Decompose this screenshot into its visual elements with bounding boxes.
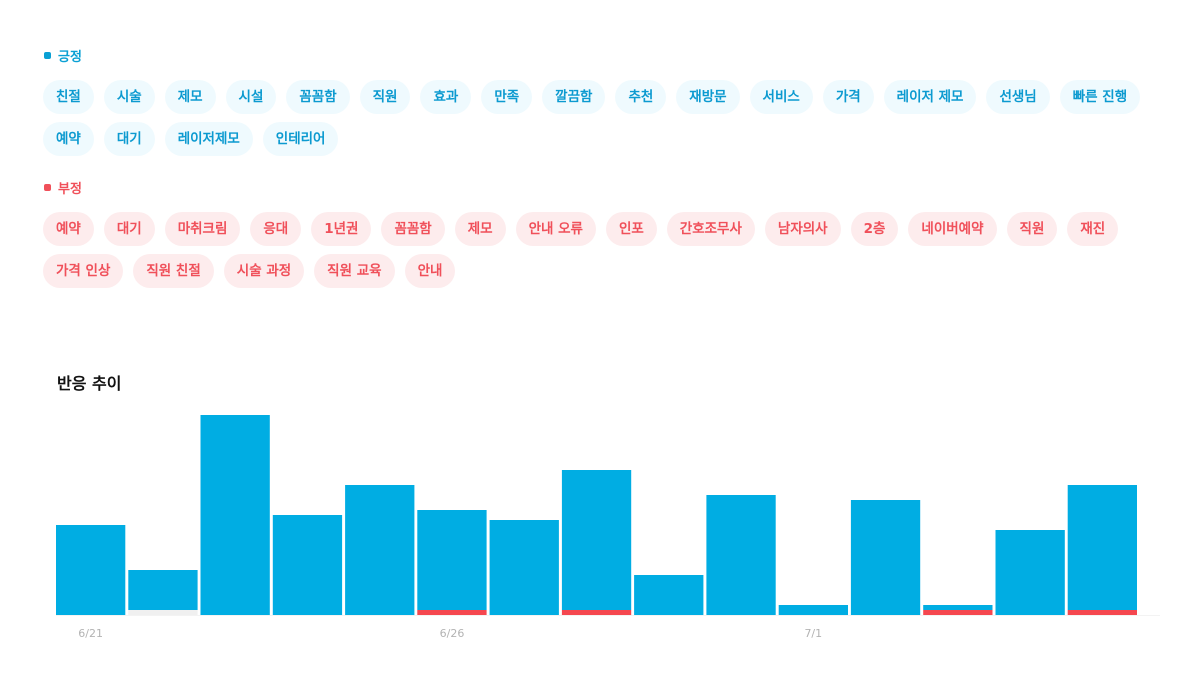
- positive-keyword-list: 친절 시술 제모 시설 꼼꼼함 직원 효과 만족 깔끔함 추천 재방문 서비스 가격 레이저 제모 선생님 빠…: [43, 80, 1153, 156]
- positive-keyword-chip[interactable]: 친절: [43, 80, 94, 114]
- positive-keyword-chip[interactable]: 직원: [359, 80, 411, 114]
- bar-segment[interactable]: [345, 485, 415, 615]
- negative-keyword-chip[interactable]: 시술 과정: [223, 254, 305, 288]
- bar-segment[interactable]: [56, 525, 126, 615]
- bar-segment[interactable]: [778, 605, 848, 615]
- negative-keyword-list: 예약 대기 마취크림 응대 1년권 꼼꼼함 제모 안내 오류 인포 간호조무사 남자의사 2층 네이버예…: [43, 212, 1153, 288]
- positive-keyword-chip[interactable]: 인테리어: [262, 122, 339, 156]
- negative-keyword-chip[interactable]: 제모: [454, 212, 506, 246]
- positive-keyword-chip[interactable]: 만족: [481, 80, 533, 114]
- negative-keyword-chip[interactable]: 예약: [43, 212, 94, 246]
- negative-keyword-chip[interactable]: 대기: [103, 212, 155, 246]
- positive-keyword-chip[interactable]: 레이저제모: [164, 122, 253, 156]
- positive-dot-icon: [44, 51, 51, 59]
- negative-keyword-chip[interactable]: 재진: [1067, 212, 1119, 246]
- negative-keyword-chip[interactable]: 남자의사: [764, 212, 841, 246]
- x-tick-label: 6/21: [78, 627, 103, 640]
- positive-section: 긍정 친절 시술 제모 시설 꼼꼼함 직원 효과 만족 깔끔함 추천 재방문 서비스 가격 레이저 제모 선…: [43, 45, 1163, 156]
- chart-title: 반응 추이: [57, 374, 122, 393]
- bar-segment[interactable]: [272, 515, 343, 615]
- negative-keyword-chip[interactable]: 직원 교육: [314, 254, 395, 288]
- negative-keyword-chip[interactable]: 응대: [250, 212, 302, 246]
- negative-keyword-chip[interactable]: 직원: [1006, 212, 1058, 246]
- bar-segment[interactable]: [128, 610, 198, 615]
- bar-segment[interactable]: [923, 610, 993, 615]
- positive-keyword-chip[interactable]: 시설: [225, 80, 277, 114]
- positive-keyword-chip[interactable]: 가격: [822, 80, 874, 114]
- bar-segment[interactable]: [561, 470, 632, 610]
- bar-segment[interactable]: [200, 415, 270, 615]
- bar-segment[interactable]: [417, 610, 487, 615]
- negative-label: 부정: [58, 181, 82, 197]
- positive-keyword-chip[interactable]: 추천: [615, 80, 667, 114]
- positive-keyword-chip[interactable]: 서비스: [749, 80, 813, 114]
- positive-keyword-chip[interactable]: 깔끔함: [542, 80, 606, 114]
- bar-segment[interactable]: [1067, 485, 1137, 610]
- negative-keyword-chip[interactable]: 네이버예약: [908, 212, 997, 246]
- negative-keyword-chip[interactable]: 가격 인상: [43, 254, 124, 288]
- bar-segment[interactable]: [489, 520, 559, 615]
- negative-keyword-chip[interactable]: 1년권: [311, 212, 372, 246]
- negative-keyword-chip[interactable]: 안내 오류: [515, 212, 596, 246]
- negative-section: 부정 예약 대기 마취크림 응대 1년권 꼼꼼함 제모 안내 오류 인포 간호조무사 남자의사 2층 네…: [43, 177, 1163, 288]
- x-tick-label: 7/1: [804, 627, 822, 640]
- bar-segment[interactable]: [128, 570, 198, 610]
- positive-keyword-chip[interactable]: 레이저 제모: [883, 80, 977, 114]
- negative-keyword-chip[interactable]: 안내: [404, 254, 456, 288]
- negative-keyword-chip[interactable]: 인포: [605, 212, 657, 246]
- x-tick-label: 6/26: [440, 627, 465, 640]
- positive-keyword-chip[interactable]: 예약: [43, 122, 94, 156]
- bar-segment[interactable]: [850, 500, 921, 615]
- negative-header: 부정: [44, 177, 1163, 197]
- bar-segment[interactable]: [561, 610, 632, 615]
- negative-keyword-chip[interactable]: 꼼꼼함: [381, 212, 445, 246]
- bar-segment[interactable]: [995, 530, 1065, 615]
- negative-keyword-chip[interactable]: 간호조무사: [666, 212, 755, 246]
- positive-keyword-chip[interactable]: 빠른 진행: [1059, 80, 1141, 114]
- positive-label: 긍정: [58, 49, 82, 65]
- bar-segment[interactable]: [417, 510, 487, 610]
- negative-keyword-chip[interactable]: 2층: [850, 212, 899, 246]
- negative-keyword-chip[interactable]: 마취크림: [164, 212, 241, 246]
- positive-header: 긍정: [44, 45, 1163, 65]
- negative-dot-icon: [44, 183, 51, 191]
- negative-keyword-chip[interactable]: 직원 친절: [133, 254, 214, 288]
- positive-keyword-chip[interactable]: 대기: [103, 122, 155, 156]
- bar-segment[interactable]: [634, 575, 704, 615]
- bar-segment[interactable]: [706, 495, 776, 615]
- positive-keyword-chip[interactable]: 시술: [103, 80, 155, 114]
- bar-segment[interactable]: [1067, 610, 1137, 615]
- positive-keyword-chip[interactable]: 제모: [164, 80, 216, 114]
- positive-keyword-chip[interactable]: 효과: [420, 80, 472, 114]
- bar-segment[interactable]: [923, 605, 993, 610]
- positive-keyword-chip[interactable]: 선생님: [986, 80, 1050, 114]
- positive-keyword-chip[interactable]: 꼼꼼함: [286, 80, 350, 114]
- positive-keyword-chip[interactable]: 재방문: [676, 80, 740, 114]
